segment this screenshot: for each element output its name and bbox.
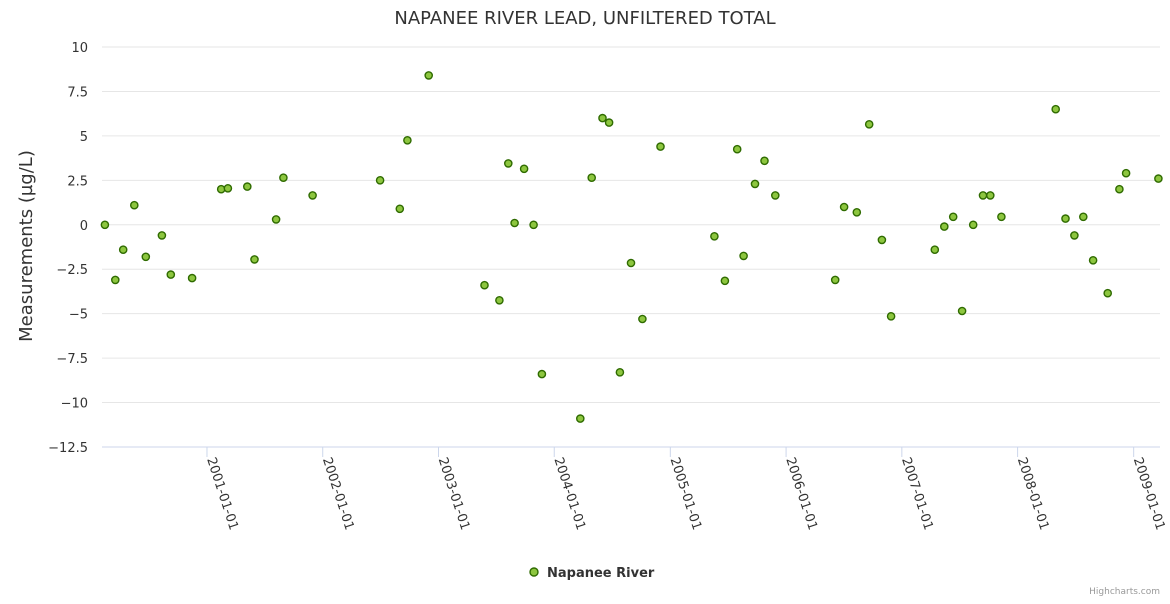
data-point[interactable] bbox=[1154, 174, 1163, 183]
data-point[interactable] bbox=[100, 220, 110, 230]
data-point[interactable] bbox=[519, 164, 529, 174]
data-point[interactable] bbox=[250, 255, 259, 264]
data-point[interactable] bbox=[1121, 168, 1131, 178]
x-tick-label: 2007-01-01 bbox=[898, 456, 936, 532]
data-point[interactable] bbox=[187, 273, 197, 283]
series-napanee-river[interactable] bbox=[100, 71, 1163, 423]
data-point[interactable] bbox=[141, 252, 151, 262]
y-axis-title: Measurements (µg/L) bbox=[16, 150, 37, 342]
data-point[interactable] bbox=[118, 245, 128, 254]
x-tick-label: 2002-01-01 bbox=[319, 456, 357, 532]
data-point[interactable] bbox=[395, 204, 405, 214]
y-tick-label: −7.5 bbox=[56, 352, 88, 367]
x-axis-ticks: 2001-01-01 2002-01-01 2003-01-01 2004-01-01… bbox=[203, 447, 1167, 532]
data-point[interactable] bbox=[111, 275, 120, 285]
data-point[interactable] bbox=[760, 156, 769, 166]
data-point[interactable] bbox=[771, 191, 780, 200]
data-point[interactable] bbox=[271, 215, 281, 224]
data-point[interactable] bbox=[886, 311, 896, 321]
data-point[interactable] bbox=[308, 191, 317, 200]
data-point[interactable] bbox=[930, 245, 940, 254]
data-point[interactable] bbox=[710, 231, 719, 241]
data-point[interactable] bbox=[510, 218, 519, 228]
data-point[interactable] bbox=[1061, 214, 1070, 223]
x-tick-label: 2004-01-01 bbox=[550, 456, 588, 532]
y-tick-label: −5 bbox=[69, 308, 88, 323]
y-tick-label: 2.5 bbox=[67, 174, 88, 189]
data-point[interactable] bbox=[626, 258, 636, 268]
data-point[interactable] bbox=[750, 179, 760, 189]
data-point[interactable] bbox=[830, 275, 840, 285]
data-point[interactable] bbox=[537, 369, 547, 379]
data-point[interactable] bbox=[732, 144, 742, 154]
credits-link[interactable]: Highcharts.com bbox=[1089, 587, 1160, 597]
data-point[interactable] bbox=[656, 142, 665, 151]
data-point[interactable] bbox=[1115, 184, 1124, 194]
y-tick-label: 7.5 bbox=[67, 85, 88, 100]
legend[interactable]: Napanee River bbox=[529, 566, 655, 581]
data-point[interactable] bbox=[940, 222, 949, 231]
data-point[interactable] bbox=[852, 207, 862, 217]
y-tick-label: 0 bbox=[80, 219, 88, 234]
data-point[interactable] bbox=[877, 235, 887, 245]
data-point[interactable] bbox=[242, 182, 252, 191]
y-tick-label: −2.5 bbox=[56, 263, 88, 278]
data-point[interactable] bbox=[495, 295, 504, 305]
data-point[interactable] bbox=[1051, 104, 1060, 114]
data-point[interactable] bbox=[615, 367, 625, 377]
legend-marker-icon[interactable] bbox=[529, 567, 539, 577]
x-tick-label: 2003-01-01 bbox=[435, 456, 473, 532]
y-tick-label: −10 bbox=[61, 397, 88, 412]
data-point[interactable] bbox=[948, 212, 958, 222]
data-point[interactable] bbox=[1088, 255, 1098, 265]
legend-item-napanee-river[interactable]: Napanee River bbox=[547, 566, 655, 581]
y-tick-label: 5 bbox=[80, 130, 88, 145]
data-point[interactable] bbox=[978, 191, 988, 200]
y-axis-ticks: 10 7.5 5 2.5 0 −2.5 −5 −7.5 −10 −12.5 bbox=[48, 41, 88, 456]
data-point[interactable] bbox=[166, 270, 176, 279]
data-point[interactable] bbox=[529, 220, 538, 230]
data-point[interactable] bbox=[503, 159, 513, 168]
data-point[interactable] bbox=[157, 231, 167, 240]
data-point[interactable] bbox=[129, 200, 139, 210]
chart-title: NAPANEE RIVER LEAD, UNFILTERED TOTAL bbox=[394, 8, 775, 29]
data-point[interactable] bbox=[839, 202, 849, 212]
x-tick-label: 2001-01-01 bbox=[203, 456, 241, 532]
x-tick-label: 2009-01-01 bbox=[1130, 456, 1168, 532]
x-tick-label: 2006-01-01 bbox=[782, 456, 820, 532]
data-point[interactable] bbox=[968, 220, 978, 230]
data-point[interactable] bbox=[223, 183, 233, 193]
data-point[interactable] bbox=[1103, 288, 1112, 298]
y-tick-label: 10 bbox=[71, 41, 88, 56]
grid-lines bbox=[102, 46, 1160, 404]
data-point[interactable] bbox=[1079, 212, 1088, 222]
data-point[interactable] bbox=[604, 118, 614, 127]
data-point[interactable] bbox=[1070, 231, 1079, 240]
data-point[interactable] bbox=[997, 212, 1006, 222]
x-tick-label: 2005-01-01 bbox=[667, 456, 705, 532]
data-point[interactable] bbox=[480, 280, 489, 290]
data-point[interactable] bbox=[986, 191, 995, 200]
data-point[interactable] bbox=[403, 135, 412, 145]
data-point[interactable] bbox=[739, 251, 748, 261]
data-point[interactable] bbox=[720, 276, 730, 286]
x-tick-label: 2008-01-01 bbox=[1014, 456, 1052, 532]
data-point[interactable] bbox=[576, 414, 585, 423]
data-point[interactable] bbox=[864, 120, 874, 129]
data-point[interactable] bbox=[279, 173, 288, 182]
data-point[interactable] bbox=[598, 113, 607, 123]
y-tick-label: −12.5 bbox=[48, 441, 88, 456]
data-point[interactable] bbox=[375, 175, 385, 185]
data-point[interactable] bbox=[638, 314, 647, 324]
data-point[interactable] bbox=[957, 306, 967, 316]
data-point[interactable] bbox=[424, 71, 434, 80]
data-point[interactable] bbox=[587, 173, 597, 182]
